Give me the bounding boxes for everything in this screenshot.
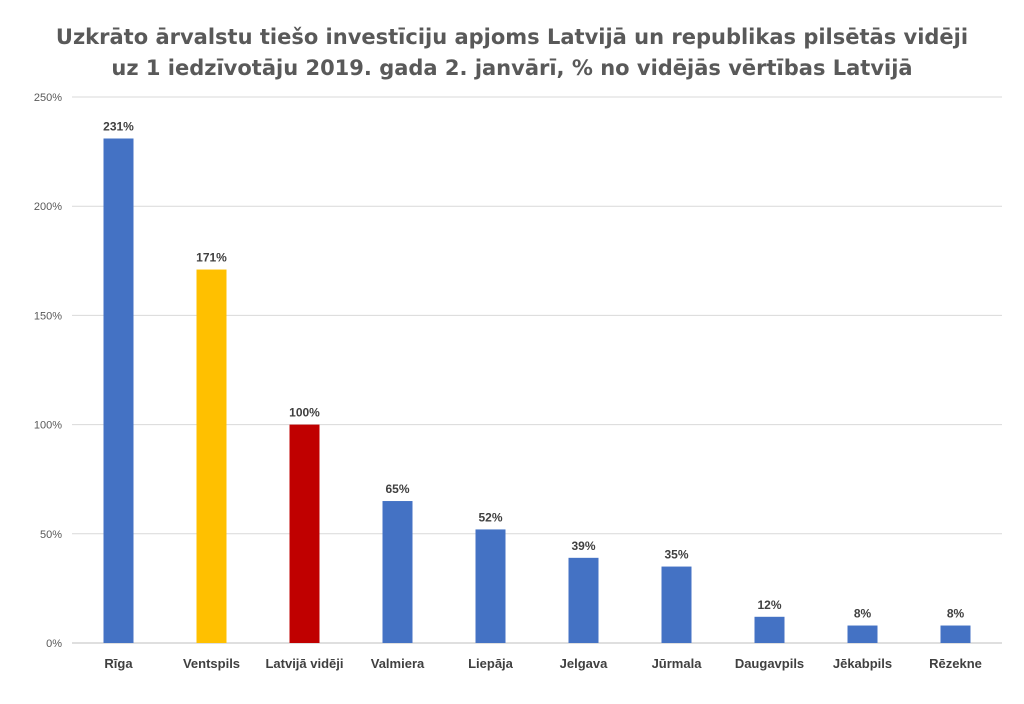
bar-0 <box>103 138 134 643</box>
data-label-0: 231% <box>103 119 134 133</box>
data-label-3: 65% <box>385 482 409 496</box>
x-tick-label-4: Liepāja <box>468 656 514 671</box>
x-axis: Rīga Ventspils Latvijā vidēji Valmiera Liepā… <box>104 656 981 671</box>
x-tick-label-5: Jelgava <box>560 656 608 671</box>
data-label-6: 35% <box>664 548 688 562</box>
data-labels: 231% 171% 100% 65% 52% 39% 35% 12% 8% 8% <box>103 119 964 620</box>
data-label-4: 52% <box>478 510 502 524</box>
bar-5 <box>568 557 599 643</box>
data-label-8: 8% <box>854 607 872 621</box>
bar-7 <box>754 616 785 643</box>
y-tick-label-3: 150% <box>34 310 62 322</box>
x-tick-label-7: Daugavpils <box>735 656 804 671</box>
data-label-7: 12% <box>757 598 781 612</box>
x-tick-label-0: Rīga <box>104 656 133 671</box>
y-tick-label-4: 200% <box>34 201 62 213</box>
gridlines <box>72 96 1002 644</box>
y-tick-label-0: 0% <box>46 638 62 650</box>
bar-4 <box>475 529 506 643</box>
x-tick-label-2: Latvijā vidēji <box>265 656 343 671</box>
bar-2 <box>289 424 320 643</box>
chart-title-line-1: Uzkrāto ārvalstu tiešo investīciju apjom… <box>55 25 969 49</box>
data-label-1: 171% <box>196 251 227 265</box>
y-axis: 0% 50% 100% 150% 200% 250% <box>34 92 62 650</box>
x-tick-label-9: Rēzekne <box>929 656 982 671</box>
x-tick-label-3: Valmiera <box>371 656 425 671</box>
y-tick-label-5: 250% <box>34 92 62 104</box>
data-label-5: 39% <box>571 539 595 553</box>
bar-1 <box>196 269 227 643</box>
y-tick-label-1: 50% <box>40 529 62 541</box>
bar-9 <box>940 625 971 643</box>
y-tick-label-2: 100% <box>34 420 62 432</box>
x-tick-label-8: Jēkabpils <box>833 656 892 671</box>
chart-title: Uzkrāto ārvalstu tiešo investīciju apjom… <box>0 22 1024 84</box>
chart-title-line-2: uz 1 iedzīvotāju 2019. gada 2. janvārī, … <box>111 56 913 80</box>
bar-3 <box>382 501 413 643</box>
x-tick-label-6: Jūrmala <box>652 656 703 671</box>
x-tick-label-1: Ventspils <box>183 656 240 671</box>
bar-8 <box>847 625 878 643</box>
data-label-2: 100% <box>289 406 320 420</box>
data-label-9: 8% <box>947 607 965 621</box>
bars <box>103 138 971 643</box>
bar-6 <box>661 566 692 643</box>
